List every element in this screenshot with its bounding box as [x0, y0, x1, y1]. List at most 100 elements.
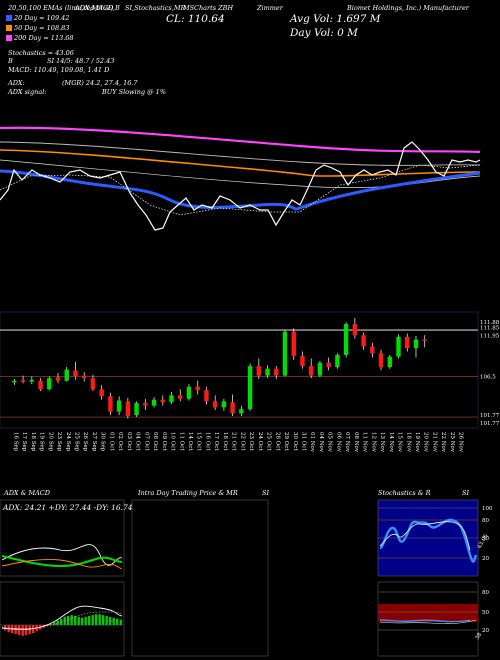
macd-bar [109, 616, 112, 625]
macd-bar [91, 615, 94, 625]
date-label: 04 Oct [135, 432, 141, 451]
date-label: 28 Oct [274, 432, 280, 451]
stoch-d-line [379, 521, 471, 551]
date-label: 27 Sep [91, 432, 97, 452]
date-label: 31 Oct [300, 432, 306, 451]
date-label: 23 Sep [56, 432, 62, 452]
header-si-text: SI,Stochastics,MR [125, 4, 185, 12]
candle-body [169, 395, 174, 403]
adx-panel: ADX: 24.21 +DY: 27.44 -DY: 16.74 [0, 499, 133, 577]
intra-panel-title: Intra Day Trading Price & MR [137, 489, 238, 497]
date-label: 19 Sep [39, 432, 45, 452]
macd-bar [88, 616, 91, 625]
date-label: 04 Nov [318, 432, 324, 453]
candle-body [195, 386, 200, 391]
adx-signal-value: BUY Slowing @ 1% [101, 88, 166, 96]
macd-line [1, 605, 123, 630]
candle-body [29, 379, 35, 382]
price-level-label: 106.5 [480, 374, 496, 380]
header-company-text: Zimmer [256, 4, 284, 12]
legend-swatch [6, 25, 12, 31]
adx-signal-label: ADX signal: [7, 88, 47, 96]
legend-label: 200 Day = 113.68 [13, 34, 74, 42]
candle-body [178, 395, 183, 399]
candle-body [256, 366, 262, 376]
header-indicators-text: ADX,MACD,B [74, 4, 120, 12]
macd-bar [21, 625, 24, 636]
legend-label: 50 Day = 108.83 [14, 24, 69, 32]
candle-body [309, 366, 314, 376]
macd-signal-line [1, 611, 123, 629]
header-emas-text: 20,50,100 EMAs (lime,red,blue) [7, 4, 114, 12]
candle-body [73, 370, 78, 377]
candle-body [186, 386, 192, 399]
candle-body [151, 399, 157, 406]
candle-body [90, 378, 96, 390]
stoch-panel-title: Stochastics & R [378, 489, 431, 497]
candle-body [265, 368, 270, 376]
candle-body [204, 390, 209, 402]
macd-stat: MACD: 110.49, 109.08, 1.41 D [7, 66, 110, 74]
date-label: 07 Oct [143, 432, 149, 451]
macd-panel [0, 581, 125, 657]
candle-body [82, 375, 87, 379]
macd-bar [105, 616, 108, 625]
date-label: 18 Sep [30, 432, 36, 452]
date-label: 01 Nov [309, 432, 315, 453]
date-label: 17 Sep [21, 432, 27, 452]
date-label: 24 Sep [65, 432, 71, 452]
date-label: 23 Oct [248, 432, 254, 451]
stoch-tick-label: 100 [482, 506, 493, 512]
si-tick-label: 50 [482, 610, 489, 616]
date-label: 11 Nov [362, 432, 368, 453]
intraday-panel [131, 499, 269, 657]
date-label: 09 Oct [161, 432, 167, 451]
si-panel: 80 50 20 38 [377, 581, 489, 657]
day-volume-label: Day Vol: 0 M [289, 27, 358, 39]
candle-body [247, 366, 253, 410]
candle-body [396, 336, 401, 357]
date-label: 06 Nov [335, 432, 341, 453]
date-label: 15 Nov [397, 432, 403, 453]
avg-volume-label: Avg Vol: 1.697 M [289, 13, 381, 25]
candle-body [55, 377, 61, 381]
macd-bar [116, 618, 119, 625]
si-signal-line [379, 619, 477, 624]
adx-panel-values: ADX: 24.21 +DY: 27.44 -DY: 16.74 [2, 503, 133, 512]
adx-panel-title: ADX & MACD [3, 489, 51, 497]
macd-bar [18, 625, 21, 635]
ema-20-line [0, 169, 481, 211]
candle-body [291, 331, 296, 356]
macd-bar [46, 625, 49, 626]
macd-bar [102, 615, 105, 625]
date-label: 08 Nov [353, 432, 359, 453]
macd-bar [49, 624, 52, 625]
stoch-tick-label: 50 [482, 536, 489, 542]
candle-body [343, 324, 349, 355]
date-label: 22 Nov [440, 432, 446, 453]
candle-body [405, 336, 410, 349]
date-label: 13 Nov [379, 432, 385, 453]
candle-body [370, 346, 375, 354]
si-line [379, 619, 471, 623]
date-label: 22 Oct [239, 432, 245, 451]
ema-legend: 20 Day = 109.42 50 Day = 108.83 200 Day = … [6, 14, 74, 42]
ema-trend-line [0, 159, 481, 188]
stoch-grid: 100 80 50 20 [378, 506, 493, 562]
candle-body [274, 368, 279, 376]
date-label: 19 Nov [414, 432, 420, 453]
si-stat: B SI 14/5: 48.7 / 52.43 [7, 57, 114, 65]
date-label: 05 Nov [327, 432, 333, 453]
candle-body [47, 378, 52, 390]
date-label: 25 Sep [73, 432, 79, 452]
date-label: 18 Nov [405, 432, 411, 453]
date-label: 16 Sep [12, 432, 18, 452]
candle-body [99, 389, 104, 397]
date-label: 25 Oct [266, 432, 272, 451]
date-label: 17 Oct [213, 432, 219, 451]
candle-body [20, 379, 26, 382]
candle-body [422, 339, 427, 341]
